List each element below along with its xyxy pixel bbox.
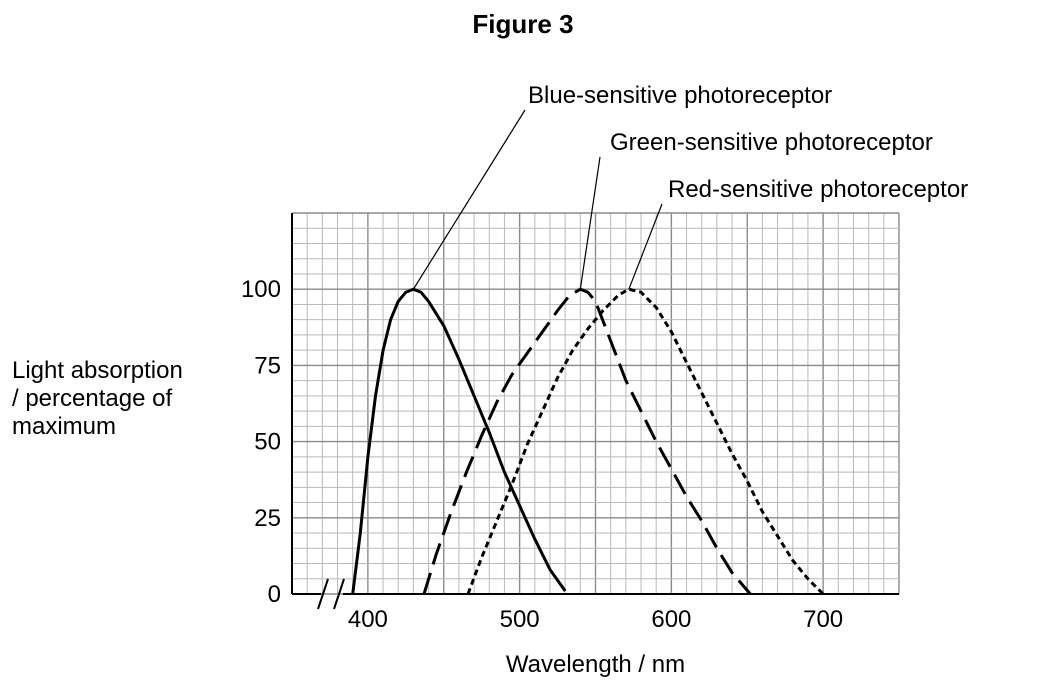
leader-line — [579, 156, 601, 290]
grid — [291, 212, 900, 595]
curve-label: Red-sensitive photoreceptor — [668, 176, 968, 203]
curve-label: Green-sensitive photoreceptor — [610, 129, 933, 156]
label-layer: Blue-sensitive photoreceptor Green-sensit… — [412, 82, 968, 290]
y-axis-title-line: maximum — [12, 413, 116, 440]
series-layer — [351, 287, 825, 596]
series-line-1 — [351, 287, 567, 595]
x-tick-label: 700 — [803, 606, 843, 633]
x-tick-label: 500 — [500, 606, 540, 633]
axis-break-mark — [317, 578, 329, 610]
x-tick-label: 400 — [348, 606, 388, 633]
y-tick-label: 50 — [254, 429, 281, 456]
axis-break-mark — [333, 578, 345, 610]
y-tick-label: 25 — [254, 505, 281, 532]
y-tick-label: 0 — [268, 581, 281, 608]
y-tick-label: 100 — [241, 276, 281, 303]
axes: 0 25 50 75 100 400 500 600 700 Wavelength / nm Lig… — [12, 213, 899, 678]
x-tick-label: 600 — [651, 606, 691, 633]
series-line-2 — [422, 287, 752, 595]
leader-line — [628, 203, 663, 290]
y-axis-title-line: Light absorption — [12, 357, 183, 384]
y-tick-label: 75 — [254, 352, 281, 379]
y-axis-title-line: / percentage of — [12, 385, 172, 412]
leader-line — [412, 109, 526, 290]
curve-label: Blue-sensitive photoreceptor — [528, 82, 832, 109]
x-axis-title: Wavelength / nm — [506, 651, 685, 678]
series-line-3 — [466, 287, 825, 596]
y-axis-title: Light absorption / percentage of maximum — [12, 357, 183, 440]
figure-title: Figure 3 — [472, 9, 573, 39]
